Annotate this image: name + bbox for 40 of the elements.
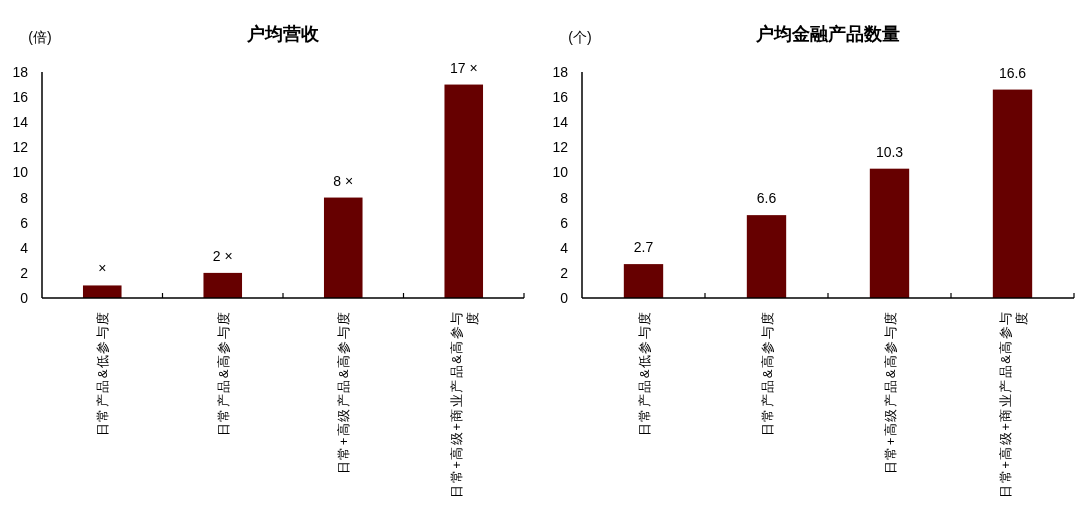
x-tick-label: 日常产品&高参与度	[215, 310, 231, 437]
y-tick-label: 2	[20, 264, 29, 281]
x-tick-label: 日常+高级产品&高参与度	[882, 310, 898, 475]
data-label: 17 ×	[449, 59, 478, 76]
y-tick-label: 0	[20, 290, 29, 306]
y-tick-label: 16	[12, 89, 29, 106]
y-tick-label: 2	[560, 264, 569, 281]
x-tick-label: 日常产品&低参与度	[636, 310, 652, 437]
data-label: 8 ×	[333, 172, 354, 189]
data-label: ×	[98, 260, 107, 277]
y-tick-label: 16	[552, 89, 569, 106]
x-tick-label: 日常+高级产品&高参与度	[336, 310, 352, 475]
data-label: 2.7	[633, 239, 654, 256]
x-tick-label: 日常产品&低参与度	[95, 310, 111, 437]
y-tick-label: 12	[552, 139, 569, 156]
y-axis-title: (个)	[568, 29, 592, 45]
chart-title: 户均金融产品数量	[755, 24, 900, 44]
data-label: 6.6	[756, 190, 777, 207]
y-tick-label: 18	[12, 64, 29, 80]
x-tick-label: 日常+高级+商业产品&高参与度	[997, 310, 1029, 498]
data-label: 2 ×	[212, 247, 233, 264]
y-tick-label: 10	[552, 164, 569, 181]
data-label: 16.6	[998, 64, 1027, 81]
y-tick-label: 18	[552, 64, 569, 80]
y-tick-label: 10	[12, 164, 29, 181]
x-tick-label: 日常产品&高参与度	[759, 310, 775, 437]
y-tick-label: 8	[560, 189, 569, 206]
y-tick-label: 14	[552, 114, 569, 131]
data-label: 10.3	[875, 143, 904, 160]
y-tick-label: 6	[20, 214, 29, 231]
y-tick-label: 14	[12, 114, 29, 131]
y-tick-label: 8	[20, 189, 29, 206]
y-tick-label: 4	[560, 239, 569, 256]
y-tick-label: 12	[12, 139, 29, 156]
chart-title: 户均营收	[246, 24, 320, 44]
y-tick-label: 4	[20, 239, 29, 256]
y-axis-title: (倍)	[28, 29, 52, 45]
x-tick-label: 日常+高级+商业产品&高参与度	[448, 310, 480, 498]
y-tick-label: 0	[560, 290, 569, 306]
y-tick-label: 6	[560, 214, 569, 231]
